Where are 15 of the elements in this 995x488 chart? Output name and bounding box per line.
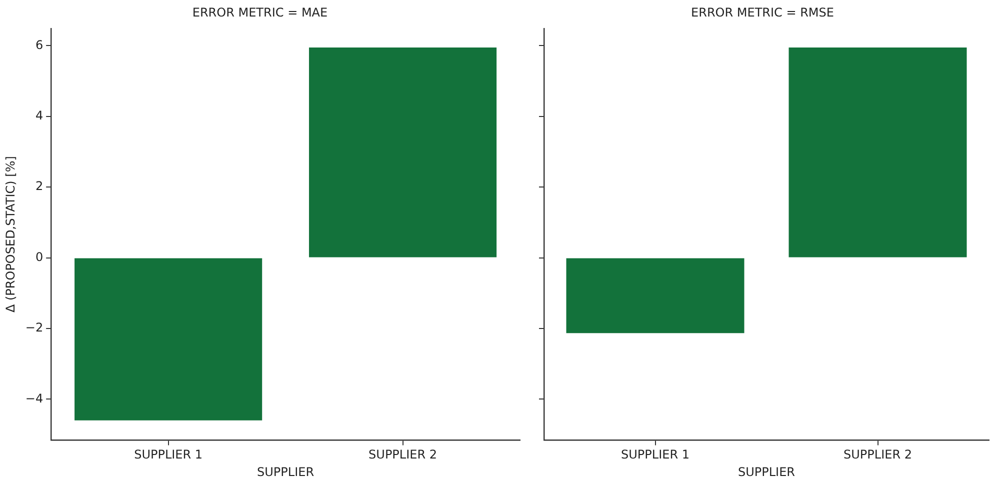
x-tick-label: SUPPLIER 1 <box>134 448 203 462</box>
y-tick-label: −2 <box>25 320 44 335</box>
y-axis-title: Δ (PROPOSED,STATIC) [%] <box>3 156 18 313</box>
x-axis-title: SUPPLIER <box>257 464 314 479</box>
y-tick-label: 0 <box>35 250 44 264</box>
chart-title: ERROR METRIC = MAE <box>192 5 328 20</box>
x-tick-label: SUPPLIER 2 <box>368 448 438 462</box>
x-axis-title: SUPPLIER <box>738 464 796 479</box>
chart-title: ERROR METRIC = RMSE <box>691 5 834 20</box>
x-tick-label: SUPPLIER 2 <box>844 448 912 462</box>
x-tick-label: SUPPLIER 1 <box>621 448 690 462</box>
y-tick-label: −4 <box>25 391 44 406</box>
y-tick-label: 2 <box>35 179 44 194</box>
y-tick-label: 4 <box>35 108 44 123</box>
y-tick-label: 6 <box>35 38 44 52</box>
